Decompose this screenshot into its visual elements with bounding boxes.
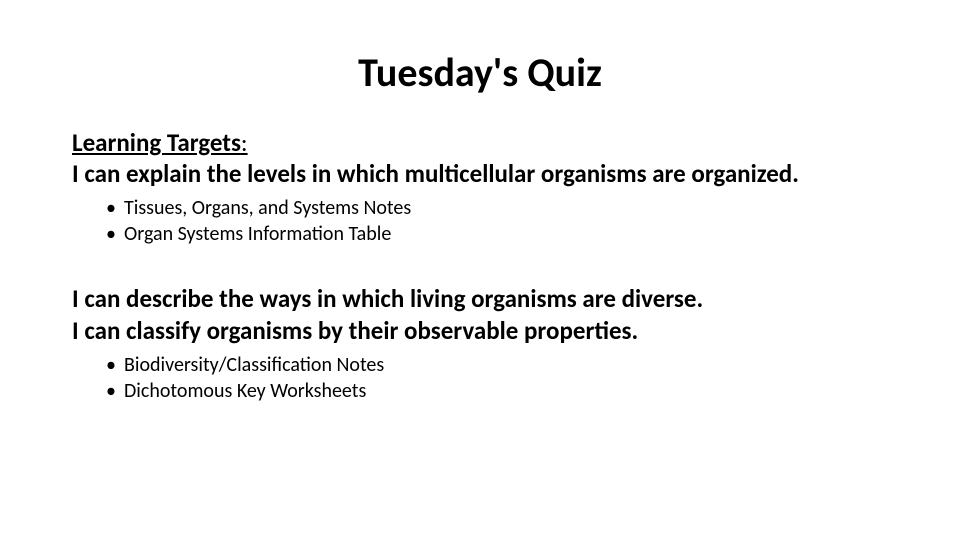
- list-item: Organ Systems Information Table: [124, 221, 888, 247]
- list-item: Dichotomous Key Worksheets: [124, 378, 888, 404]
- targets-label: Learning Targets: [72, 127, 241, 158]
- learning-target-1: I can explain the levels in which multic…: [72, 158, 888, 189]
- list-item: Biodiversity/Classification Notes: [124, 352, 888, 378]
- targets-header: Learning Targets:: [72, 127, 888, 158]
- learning-target-2: I can describe the ways in which living …: [72, 283, 888, 314]
- list-item: Tissues, Organs, and Systems Notes: [124, 195, 888, 221]
- targets-colon: :: [241, 127, 248, 158]
- page-title: Tuesday's Quiz: [72, 48, 888, 97]
- slide-container: Tuesday's Quiz Learning Targets: I can e…: [0, 0, 960, 540]
- bullet-list-1: Tissues, Organs, and Systems Notes Organ…: [72, 195, 888, 247]
- learning-target-3: I can classify organisms by their observ…: [72, 315, 888, 346]
- bullet-list-2: Biodiversity/Classification Notes Dichot…: [72, 352, 888, 404]
